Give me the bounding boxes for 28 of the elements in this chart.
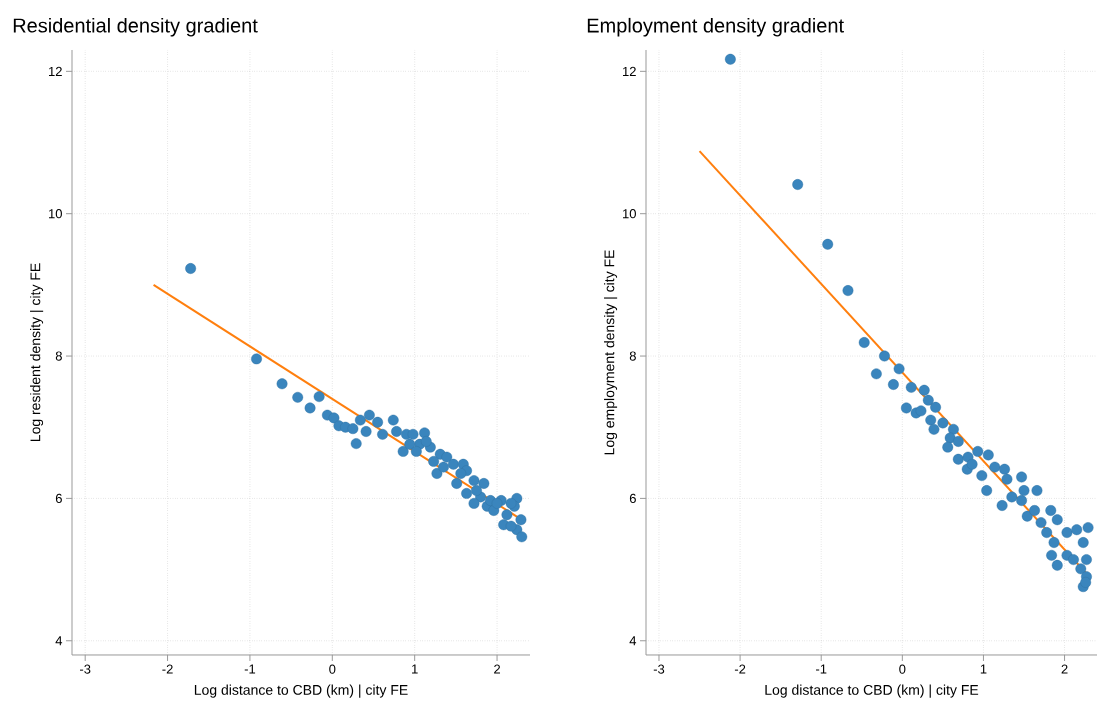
x-tick-label: -3: [79, 664, 91, 674]
x-tick-label: 1: [980, 664, 987, 674]
x-tick-label: -1: [244, 664, 256, 674]
y-tick-label: 10: [49, 209, 62, 219]
x-tick-label: -2: [162, 664, 173, 674]
x-tick-label: 2: [1061, 664, 1068, 674]
y-axis-title: Log resident density | city FE: [30, 263, 44, 442]
x-tick-label: -2: [734, 664, 746, 674]
x-tick-label: 0: [899, 664, 906, 674]
y-axis-title: Log employment density | city FE: [604, 250, 618, 455]
y-tick-label: 6: [629, 493, 636, 503]
y-tick-label: 12: [623, 66, 636, 76]
y-tick-label: 6: [55, 493, 62, 503]
y-tick-label: 8: [629, 351, 636, 361]
x-tick-label: 2: [494, 664, 501, 674]
y-tick-label: 4: [55, 636, 63, 646]
x-tick-label: 0: [329, 664, 336, 674]
y-tick-label: 12: [49, 66, 62, 76]
y-tick-label: 8: [55, 351, 62, 361]
x-axis-title: Log distance to CBD (km) | city FE: [194, 684, 408, 698]
chart-title: Residential density gradient: [13, 17, 258, 37]
x-axis-title: Log distance to CBD (km) | city FE: [765, 684, 979, 698]
x-tick-label: -3: [653, 664, 665, 674]
x-tick-label: -1: [816, 664, 827, 674]
y-tick-label: 10: [623, 209, 636, 219]
chart-title: Employment density gradient: [587, 17, 844, 37]
x-tick-label: 1: [412, 664, 418, 674]
y-tick-label: 4: [629, 636, 637, 646]
